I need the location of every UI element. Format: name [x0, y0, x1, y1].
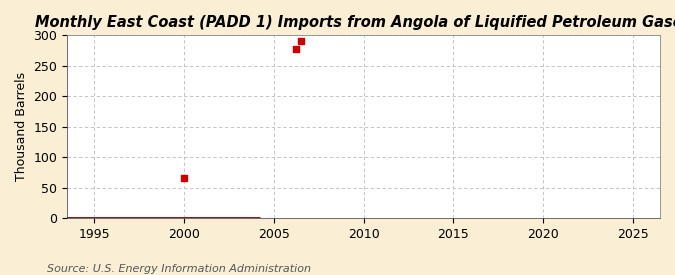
- Y-axis label: Thousand Barrels: Thousand Barrels: [15, 72, 28, 181]
- Point: [295, 39, 306, 43]
- Text: Source: U.S. Energy Information Administration: Source: U.S. Energy Information Administ…: [47, 264, 311, 274]
- Point: [291, 46, 302, 51]
- Point: [178, 176, 189, 181]
- Title: Monthly East Coast (PADD 1) Imports from Angola of Liquified Petroleum Gases: Monthly East Coast (PADD 1) Imports from…: [35, 15, 675, 30]
